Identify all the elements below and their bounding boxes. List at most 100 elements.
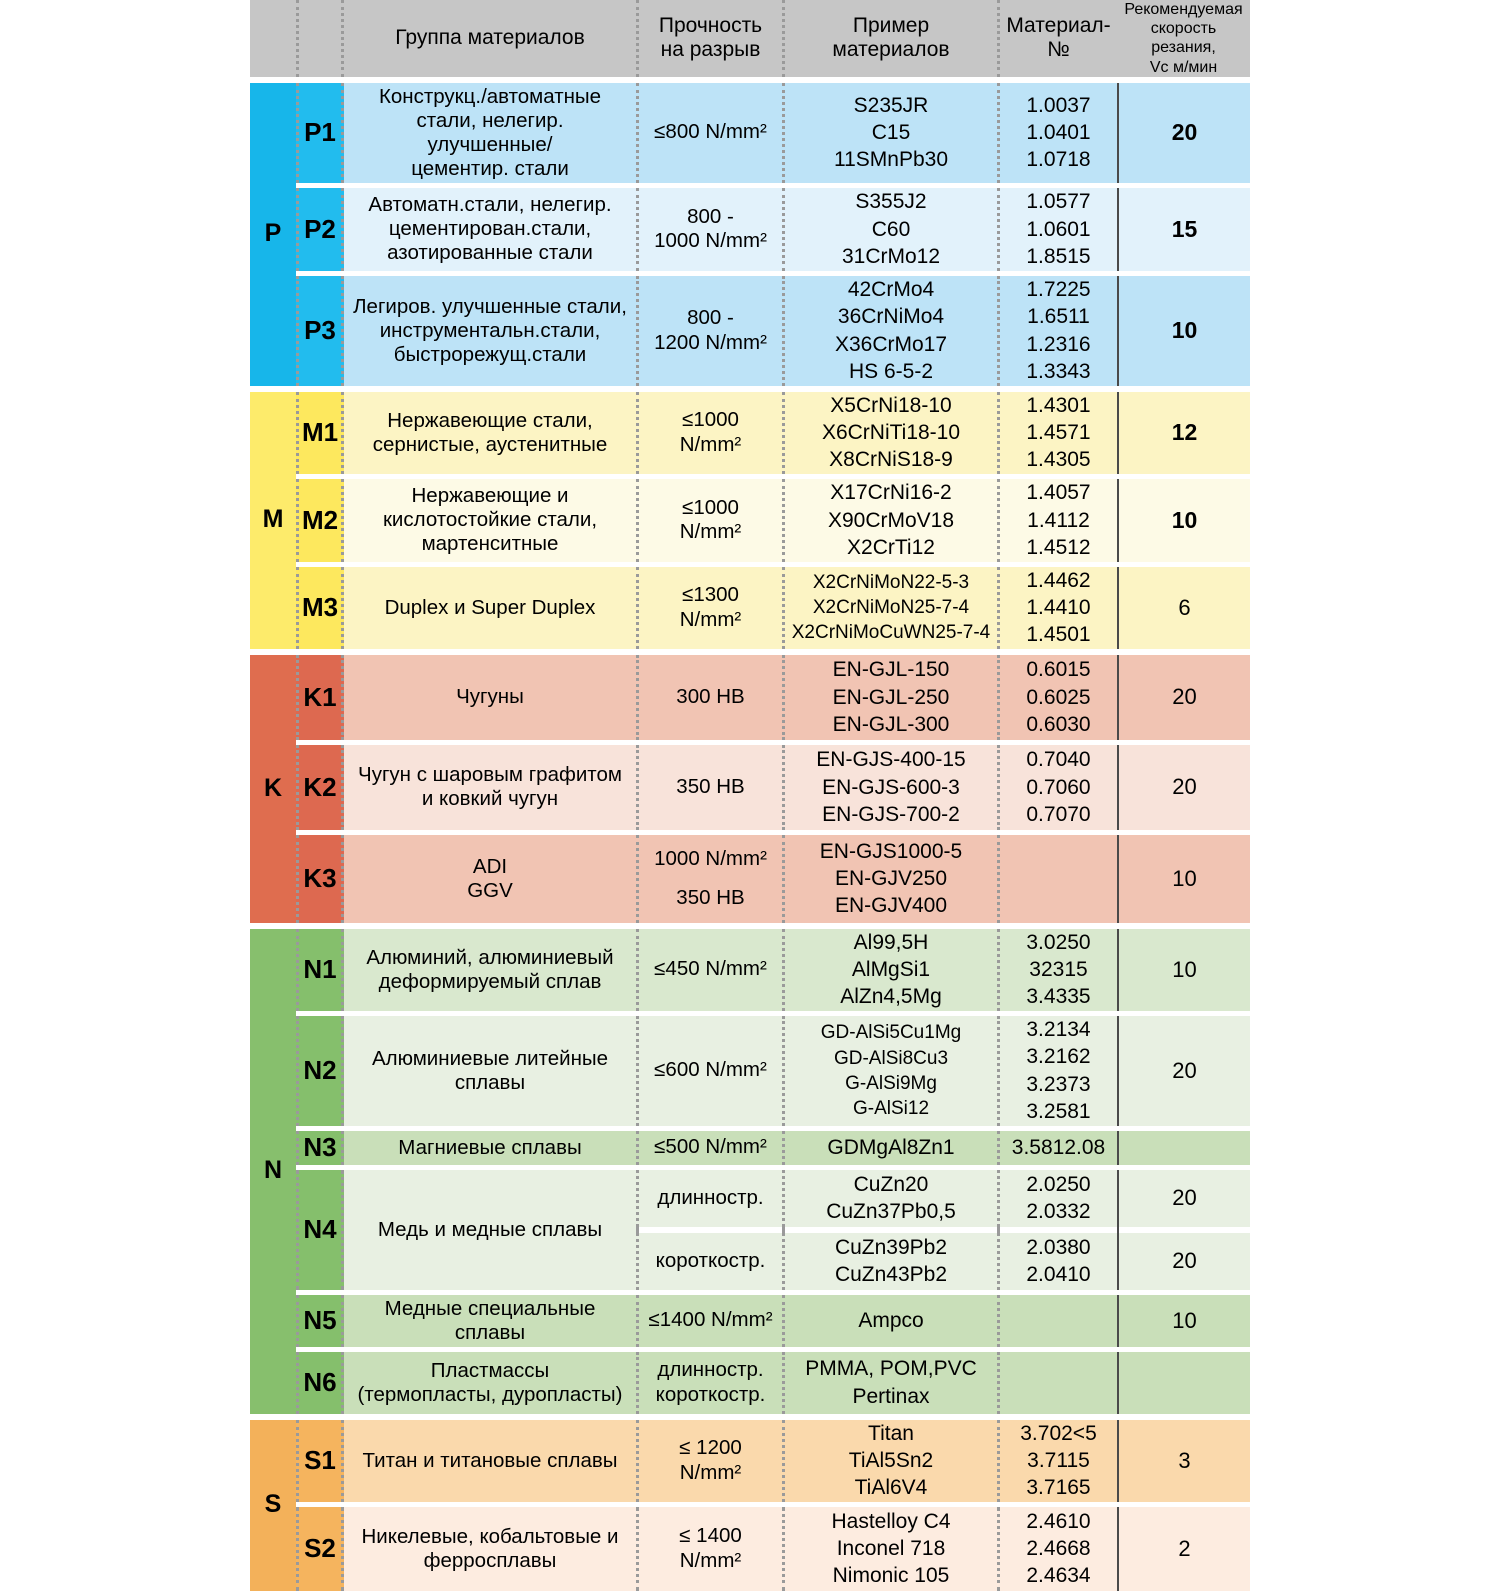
strength-s1: ≤ 1200 N/mm² [636,1419,785,1502]
strength-p2: 800 - 1000 N/mm² [636,187,785,271]
subgroup-p2: P2 [296,187,344,271]
material-nos-k3 [1000,834,1117,923]
material-nos-s2: 2.4610 2.4668 2.4634 [1000,1506,1117,1591]
cutting-speed-m3: 6 [1117,566,1250,649]
material-group-n5: Медные специальные сплавы [344,1294,636,1347]
material-group-n4: Медь и медные сплавы [344,1169,636,1290]
table-row: P2 Автоматн.стали, нелегир. цементирован… [250,187,1250,271]
row-spacer [250,739,1250,745]
subgroup-n3: N3 [296,1130,344,1165]
strength-n4-b: короткостр. [636,1232,785,1290]
row-spacer [250,1010,1250,1016]
strength-m3: ≤1300 N/mm² [636,566,785,649]
cutting-speed-k3: 10 [1117,834,1250,923]
examples-m2: X17CrNi16-2 X90CrMoV18 X2CrTi12 [785,478,1000,562]
material-nos-n2: 3.2134 3.2162 3.2373 3.2581 [1000,1015,1117,1126]
strength-k1: 300 HB [636,654,785,740]
strength-n5: ≤1400 N/mm² [636,1294,785,1347]
material-group-k3: ADI GGV [344,834,636,923]
subgroup-p1: P1 [296,82,344,183]
examples-s2: Hastelloy C4 Inconel 718 Nimonic 105 [785,1506,1000,1591]
cutting-speed-s2: 2 [1117,1506,1250,1591]
table-row: N3 Магниевые сплавы ≤500 N/mm² GDMgAl8Zn… [250,1130,1250,1165]
strength-p3: 800 - 1200 N/mm² [636,275,785,386]
header-group-col [250,0,296,77]
row-spacer [250,1125,1250,1131]
strength-n1: ≤450 N/mm² [636,928,785,1011]
group-letter-k: K [250,654,296,923]
material-group-n1: Алюминий, алюминиевый деформируемый спла… [344,928,636,1011]
cutting-speed-p3: 10 [1117,275,1250,386]
subgroup-m2: M2 [296,478,344,562]
strength-k3: 1000 N/mm² 350 HB [636,834,785,923]
material-nos-p3: 1.7225 1.6511 1.2316 1.3343 [1000,275,1117,386]
cutting-speed-k1: 20 [1117,654,1250,740]
subgroup-m1: M1 [296,391,344,474]
table-row: P P1 Конструкц./автоматные стали, нелеги… [250,82,1250,386]
row-spacer [250,182,1250,188]
header-tensile-strength: Прочность на разрыв [636,0,785,77]
header-material-group: Группа материалов [344,0,636,77]
material-group-p1: Конструкц./автоматные стали, нелегир. ул… [344,82,636,183]
table-row: M3 Duplex и Super Duplex ≤1300 N/mm² X2C… [250,566,1250,649]
examples-n5: Ampco [785,1294,1000,1347]
table-row: K K1 Чугуны 300 HB EN-GJL-150 EN-GJL-250… [250,654,1250,923]
subgroup-n2: N2 [296,1015,344,1126]
table-row: K2 Чугун с шаровым графитом и ковкий чуг… [250,744,1250,830]
material-group-m3: Duplex и Super Duplex [344,566,636,649]
subgroup-s1: S1 [296,1419,344,1502]
row-spacer [250,76,1250,83]
material-group-n6: Пластмассы (термопласты, дуропласты) [344,1351,636,1414]
material-group-n3: Магниевые сплавы [344,1130,636,1165]
table-row: N6 Пластмассы (термопласты, дуропласты) … [250,1351,1250,1414]
material-nos-n6 [1000,1351,1117,1414]
material-nos-k1: 0.6015 0.6025 0.6030 [1000,654,1117,740]
material-nos-n5 [1000,1294,1117,1347]
cutting-speed-n5: 10 [1117,1294,1250,1347]
subgroup-m3: M3 [296,566,344,649]
examples-n1: Al99,5H AlMgSi1 AlZn4,5Mg [785,928,1000,1011]
cutting-speed-m1: 12 [1117,391,1250,474]
strength-n3: ≤500 N/mm² [636,1130,785,1165]
cutting-speed-n4-b: 20 [1117,1232,1250,1290]
header-subgroup-col [296,0,344,77]
material-group-p3: Легиров. улучшенные стали, инструменталь… [344,275,636,386]
group-letter-p: P [250,82,296,386]
cutting-speed-n1: 10 [1117,928,1250,1011]
material-nos-m3: 1.4462 1.4410 1.4501 [1000,566,1117,649]
cutting-speed-n6 [1117,1351,1250,1414]
subgroup-n1: N1 [296,928,344,1011]
header-cutting-speed: Рекомендуемая скорость резания, Vc м/мин [1117,0,1250,77]
row-spacer [250,922,1250,929]
material-group-m2: Нержавеющие и кислотостойкие стали, март… [344,478,636,562]
examples-m1: X5CrNi18-10 X6CrNiTi18-10 X8CrNiS18-9 [785,391,1000,474]
material-nos-s1: 3.702<5 3.7115 3.7165 [1000,1419,1117,1502]
strength-m1: ≤1000 N/mm² [636,391,785,474]
material-group-s2: Никелевые, кобальтовые и ферросплавы [344,1506,636,1591]
material-group-n2: Алюминиевые литейные сплавы [344,1015,636,1126]
material-nos-p1: 1.0037 1.0401 1.0718 [1000,82,1117,183]
subgroup-k3: K3 [296,834,344,923]
material-group-s1: Титан и титановые сплавы [344,1419,636,1502]
group-letter-m: M [250,391,296,649]
material-nos-m2: 1.4057 1.4112 1.4512 [1000,478,1117,562]
examples-n2: GD-AlSi5Cu1Mg GD-AlSi8Cu3 G-AlSi9Mg G-Al… [785,1015,1000,1126]
row-spacer [250,1226,1250,1233]
cutting-speed-k2: 20 [1117,744,1250,830]
row-spacer [250,648,1250,655]
table-row: M M1 Нержавеющие стали, сернистые, аусте… [250,391,1250,649]
strength-n4-a: длинностр. [636,1169,785,1227]
table-row: короткостр. CuZn39Pb2 CuZn43Pb2 2.0380 2… [250,1232,1250,1290]
table-row: S S1 Титан и титановые сплавы ≤ 1200 N/m… [250,1419,1250,1591]
examples-m3: X2CrNiMoN22-5-3 X2CrNiMoN25-7-4 X2CrNiMo… [785,566,1000,649]
material-group-k1: Чугуны [344,654,636,740]
table-header-row: Группа материалов Прочность на разрыв Пр… [250,0,1250,77]
row-spacer [250,473,1250,479]
table-row: S2 Никелевые, кобальтовые и ферросплавы … [250,1506,1250,1591]
row-spacer [250,1413,1250,1420]
examples-s1: Titan TiAl5Sn2 TiAl6V4 [785,1419,1000,1502]
table-row: M2 Нержавеющие и кислотостойкие стали, м… [250,478,1250,562]
header-example-materials: Пример материалов [785,0,1000,77]
table-row: P3 Легиров. улучшенные стали, инструмент… [250,275,1250,386]
table-row: N N1 Алюминий, алюминиевый деформируемый… [250,928,1250,1414]
